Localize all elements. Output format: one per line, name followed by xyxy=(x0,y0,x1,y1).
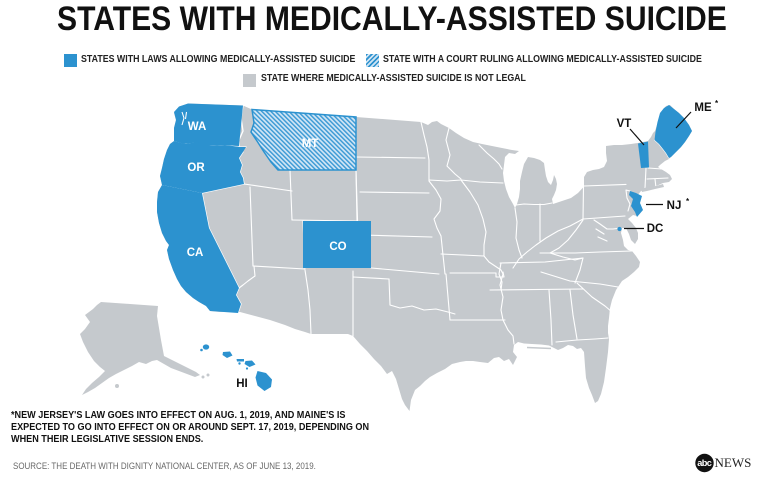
svg-text:DC: DC xyxy=(647,223,664,235)
svg-text:CA: CA xyxy=(187,247,204,259)
svg-text:abc: abc xyxy=(697,458,712,468)
svg-text:NEWS: NEWS xyxy=(715,455,752,470)
svg-text:HI: HI xyxy=(236,378,248,390)
svg-text:VT: VT xyxy=(617,118,632,130)
svg-text:NJ: NJ xyxy=(667,200,682,212)
svg-text:OR: OR xyxy=(187,162,205,174)
svg-text:WA: WA xyxy=(188,121,207,133)
svg-text:CO: CO xyxy=(329,241,346,253)
svg-text:*: * xyxy=(715,99,719,108)
svg-text:*: * xyxy=(686,197,690,206)
svg-text:ME: ME xyxy=(694,102,712,114)
svg-text:MT: MT xyxy=(302,138,319,150)
